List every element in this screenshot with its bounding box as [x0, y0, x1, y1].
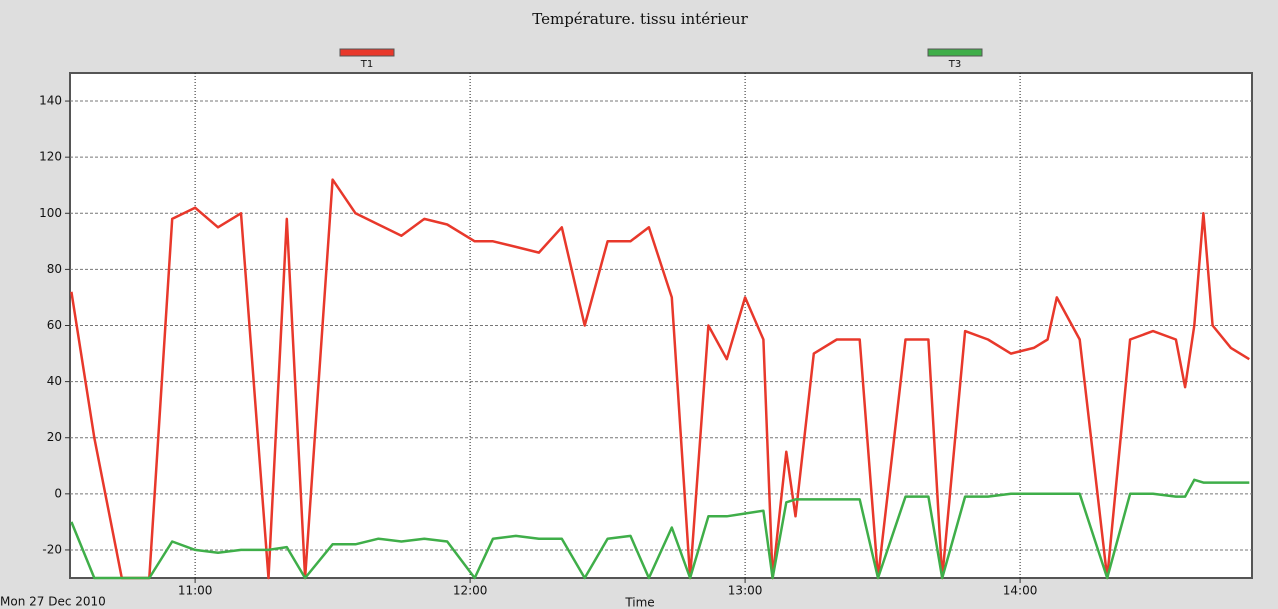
y-tick-label: 60 — [47, 318, 62, 332]
legend-swatch — [339, 48, 395, 57]
y-tick-label: 100 — [39, 206, 62, 220]
legend-label: T3 — [948, 59, 961, 70]
date-label: Mon 27 Dec 2010 — [0, 595, 106, 609]
x-axis-label: Time — [624, 596, 654, 609]
legend-swatch — [927, 48, 983, 57]
data-line — [70, 478, 1250, 580]
y-tick-label: -20 — [42, 542, 62, 556]
y-tick-label: 0 — [54, 486, 62, 500]
chart-title: Température. tissu intérieur — [532, 10, 748, 28]
y-tick-label: 80 — [47, 262, 62, 276]
x-tick-label: 14:00 — [1003, 584, 1038, 598]
data-line — [70, 178, 1250, 580]
x-tick-label: 12:00 — [453, 584, 488, 598]
y-tick-label: 40 — [47, 374, 62, 388]
y-tick-label: 140 — [39, 94, 62, 108]
y-tick-label: 120 — [39, 150, 62, 164]
x-tick-label: 13:00 — [728, 584, 763, 598]
legend-label: T1 — [360, 59, 373, 70]
x-tick-label: 11:00 — [178, 584, 213, 598]
y-tick-label: 20 — [47, 430, 62, 444]
